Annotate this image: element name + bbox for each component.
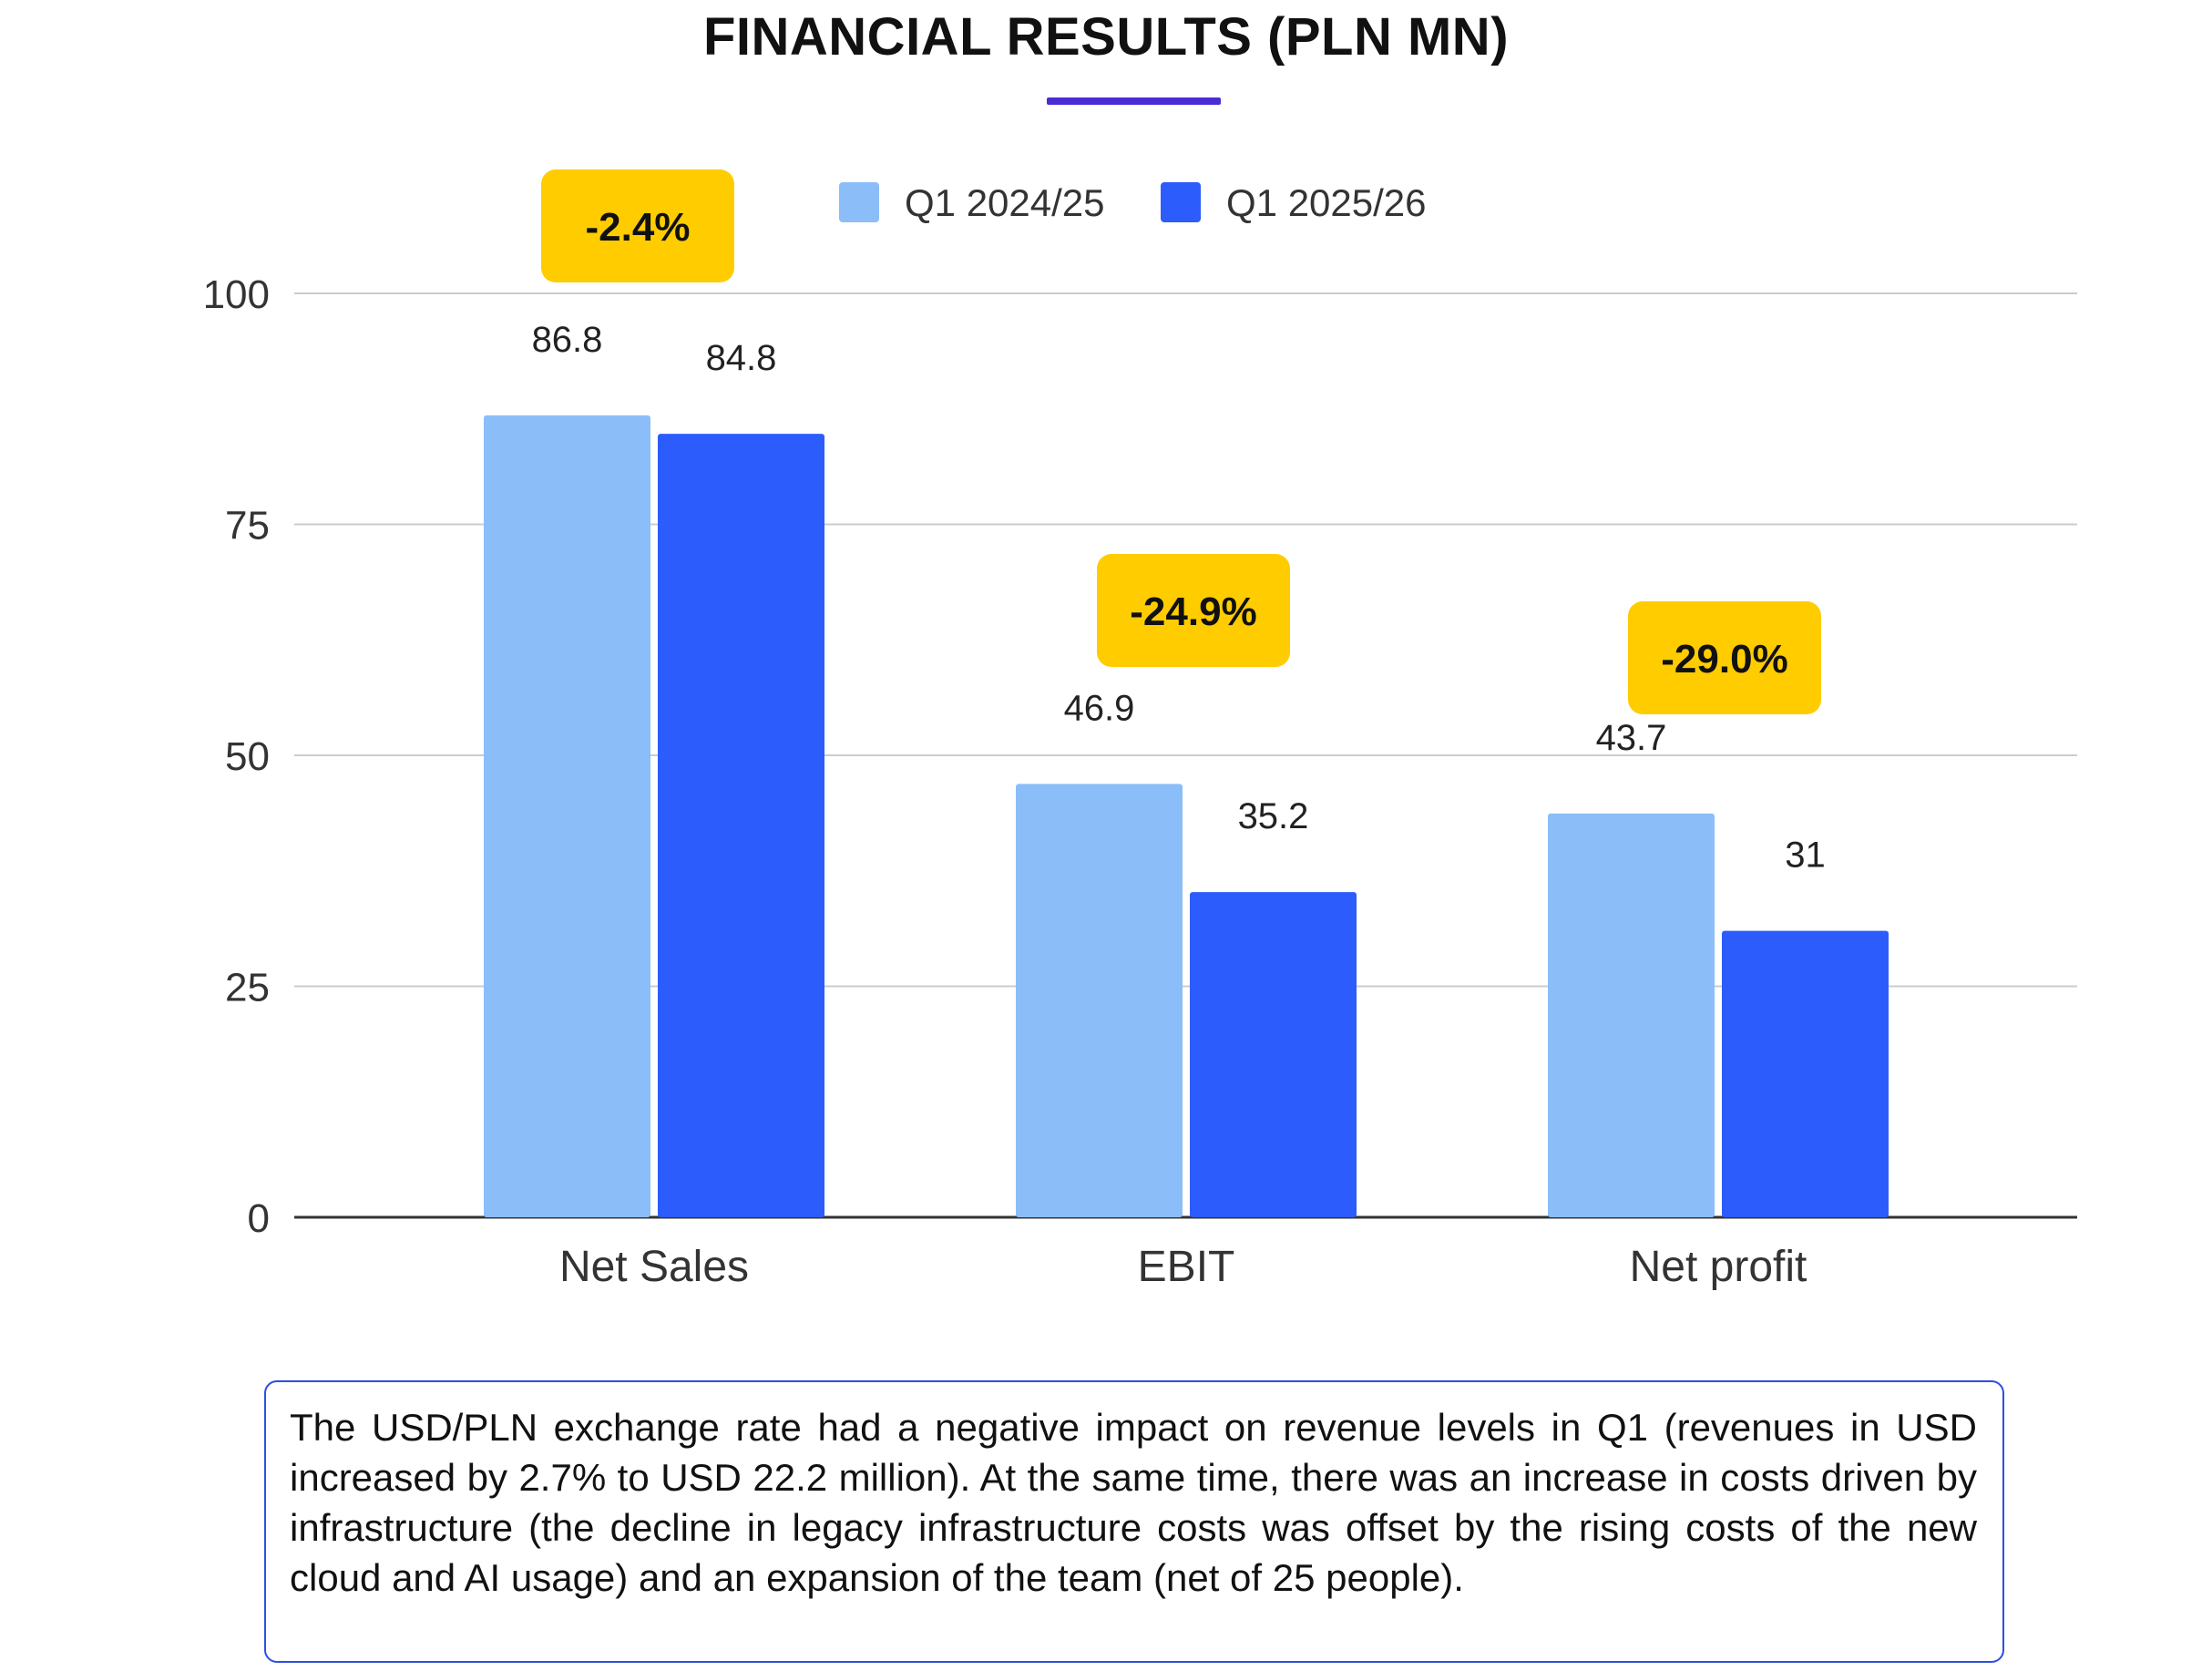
- data-label: 46.9: [1064, 688, 1135, 728]
- y-tick-labels: 0 25 50 75 100: [203, 272, 270, 1241]
- change-badge: [1097, 554, 1290, 667]
- annotations: -2.4% -24.9% -29.0%: [541, 169, 1821, 714]
- bar: [1722, 930, 1889, 1217]
- y-tick-label: 0: [248, 1196, 270, 1241]
- y-tick-label: 25: [225, 966, 270, 1010]
- bar: [1190, 892, 1357, 1217]
- y-tick-label: 50: [225, 734, 270, 779]
- data-labels: 86.8 46.9 43.7 84.8 35.2 31: [532, 320, 1826, 876]
- bars: [484, 415, 1889, 1217]
- change-badge-label: -29.0%: [1661, 637, 1787, 682]
- change-badge-label: -24.9%: [1130, 589, 1256, 634]
- note-text: The USD/PLN exchange rate had a negative…: [290, 1406, 1977, 1599]
- data-label: 35.2: [1238, 796, 1309, 836]
- y-tick-label: 100: [203, 272, 270, 317]
- x-tick-label: EBIT: [1138, 1243, 1235, 1291]
- data-label: 86.8: [532, 320, 603, 360]
- bar-chart: 0 25 50 75 100 86.8 46.9 43.7 84.8 35.2 31 Net Sa…: [203, 169, 2077, 1291]
- title-underline: [1047, 97, 1221, 105]
- bar: [1548, 813, 1715, 1217]
- bar: [658, 434, 824, 1217]
- legend-label: Q1 2025/26: [1226, 181, 1427, 224]
- change-badge-label: -2.4%: [586, 205, 691, 250]
- x-tick-label: Net profit: [1630, 1243, 1807, 1291]
- x-tick-labels: Net Sales EBIT Net profit: [559, 1243, 1807, 1291]
- bar: [484, 415, 650, 1217]
- y-tick-label: 75: [225, 504, 270, 548]
- x-tick-label: Net Sales: [559, 1243, 749, 1291]
- legend-swatch: [1161, 182, 1201, 222]
- change-badge: [541, 169, 734, 282]
- bar: [1016, 784, 1183, 1217]
- change-badge: [1628, 601, 1821, 714]
- chart-title: FINANCIAL RESULTS (PLN MN): [702, 7, 1510, 67]
- data-label: 43.7: [1596, 718, 1667, 758]
- legend: Q1 2024/25 Q1 2025/26: [839, 181, 1427, 224]
- legend-label: Q1 2024/25: [905, 181, 1105, 224]
- note-box: The USD/PLN exchange rate had a negative…: [264, 1380, 2004, 1663]
- legend-swatch: [839, 182, 879, 222]
- data-label: 31: [1785, 836, 1826, 876]
- data-label: 84.8: [706, 338, 777, 378]
